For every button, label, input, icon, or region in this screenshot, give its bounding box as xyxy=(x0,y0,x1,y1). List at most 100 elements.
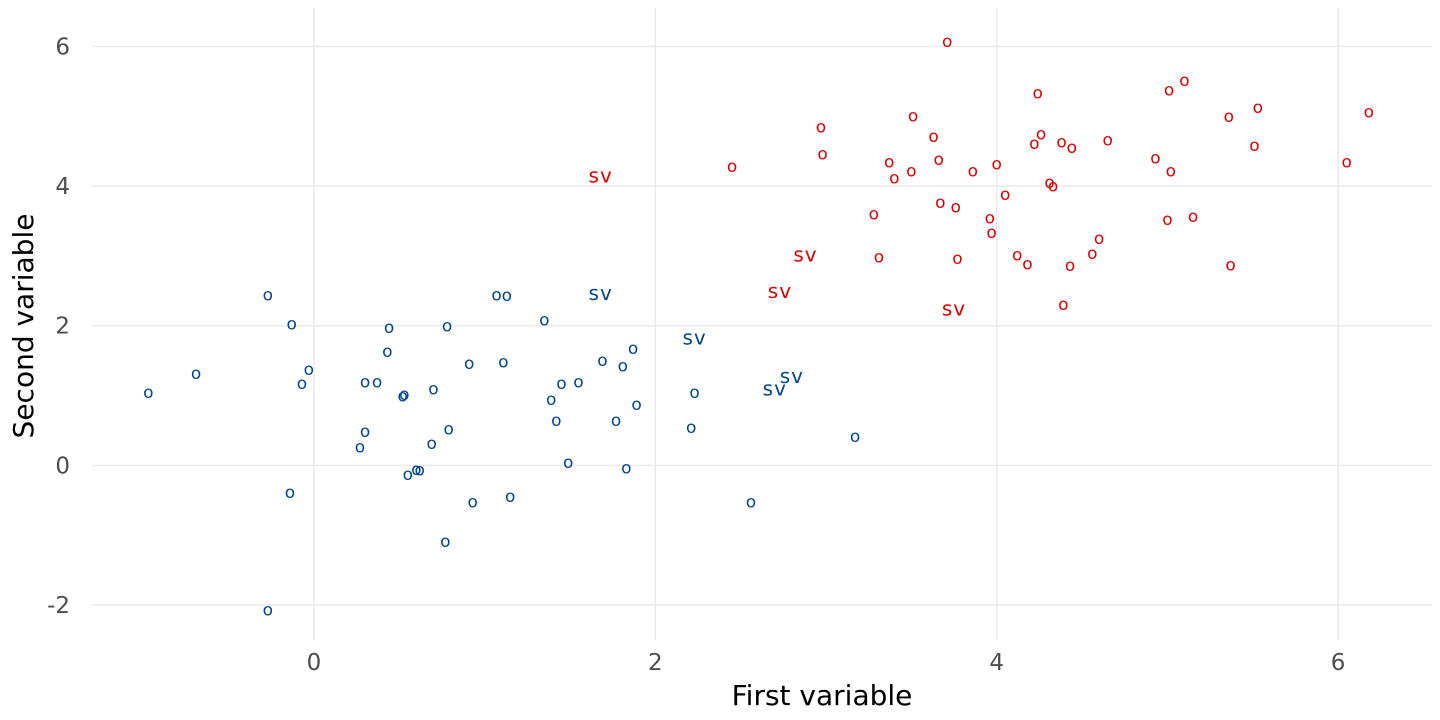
data-point: o xyxy=(1022,255,1032,275)
data-point: o xyxy=(191,364,201,384)
data-point: o xyxy=(1032,83,1042,103)
data-point: o xyxy=(1094,229,1104,249)
tick-labels: 0 2 4 6 -2 0 2 4 6 xyxy=(47,34,1345,676)
data-point: o xyxy=(1166,162,1176,182)
data-point: o xyxy=(935,193,945,213)
data-point: o xyxy=(551,411,561,431)
data-point: o xyxy=(143,383,153,403)
support-vector-point: sv xyxy=(763,377,787,401)
data-point: o xyxy=(611,411,621,431)
data-point: o xyxy=(1364,102,1374,122)
data-point: o xyxy=(442,317,452,337)
y-tick-label: 4 xyxy=(55,174,70,200)
grid xyxy=(92,8,1432,640)
data-point: o xyxy=(372,373,382,393)
data-point: o xyxy=(1224,107,1234,127)
data-point: o xyxy=(1164,81,1174,101)
data-point: o xyxy=(1048,176,1058,196)
data-point: o xyxy=(304,360,314,380)
data-point: o xyxy=(556,374,566,394)
data-point: o xyxy=(850,427,860,447)
data-point: o xyxy=(631,395,641,415)
data-point: o xyxy=(884,153,894,173)
support-vector-point: sv xyxy=(682,326,706,350)
data-point: o xyxy=(942,32,952,52)
data-point: o xyxy=(1056,132,1066,152)
data-point: o xyxy=(397,387,407,407)
data-point: o xyxy=(399,385,409,405)
data-point: o xyxy=(384,318,394,338)
data-point: o xyxy=(933,150,943,170)
data-point: o xyxy=(817,144,827,164)
data-point: o xyxy=(618,357,628,377)
x-tick-label: 0 xyxy=(307,650,322,676)
data-point: o xyxy=(467,493,477,513)
data-point: o xyxy=(360,373,370,393)
data-point: o xyxy=(360,422,370,442)
data-point: o xyxy=(1188,207,1198,227)
data-point: o xyxy=(1253,98,1263,118)
x-tick-label: 4 xyxy=(989,650,1004,676)
data-point: o xyxy=(546,390,556,410)
data-point: o xyxy=(746,493,756,513)
data-point: o xyxy=(1065,256,1075,276)
data-point: o xyxy=(491,285,501,305)
y-tick-label: 2 xyxy=(55,314,70,340)
data-point: o xyxy=(1044,173,1054,193)
data-point: o xyxy=(1179,71,1189,91)
support-vector-point: sv xyxy=(942,296,966,320)
data-point: o xyxy=(874,248,884,268)
data-point: o xyxy=(727,157,737,177)
data-point: o xyxy=(539,310,549,330)
data-point: o xyxy=(411,460,421,480)
y-tick-label: 6 xyxy=(55,34,70,60)
data-point: o xyxy=(628,339,638,359)
data-point: o xyxy=(502,286,512,306)
data-point: o xyxy=(1029,134,1039,154)
x-tick-label: 2 xyxy=(648,650,663,676)
data-point: o xyxy=(1102,130,1112,150)
data-point: o xyxy=(928,127,938,147)
data-point: o xyxy=(428,380,438,400)
data-point: o xyxy=(297,374,307,394)
support-vector-point: sv xyxy=(589,281,613,305)
data-point: o xyxy=(382,342,392,362)
data-point: o xyxy=(906,162,916,182)
data-point: o xyxy=(563,453,573,473)
data-point: o xyxy=(287,315,297,335)
data-point: o xyxy=(505,487,515,507)
data-point: o xyxy=(1036,125,1046,145)
y-tick-label: 0 xyxy=(55,453,70,479)
data-point: o xyxy=(1058,295,1068,315)
data-point: o xyxy=(415,461,425,481)
support-vector-point: sv xyxy=(793,243,817,267)
data-point: o xyxy=(951,197,961,217)
data-point: o xyxy=(1225,255,1235,275)
data-point: o xyxy=(355,438,365,458)
data-point: o xyxy=(597,351,607,371)
data-point: o xyxy=(908,107,918,127)
data-point: o xyxy=(1067,138,1077,158)
data-point: o xyxy=(952,249,962,269)
data-point: o xyxy=(444,419,454,439)
x-axis-title: First variable xyxy=(732,679,913,712)
data-point: o xyxy=(573,373,583,393)
data-point: o xyxy=(1341,153,1351,173)
data-point: o xyxy=(498,352,508,372)
data-point: o xyxy=(464,354,474,374)
data-point: o xyxy=(426,434,436,454)
data-point: o xyxy=(263,600,273,620)
data-point: o xyxy=(440,532,450,552)
data-point: o xyxy=(992,155,1002,175)
data-point: o xyxy=(1249,136,1259,156)
data-point: o xyxy=(985,209,995,229)
data-point: o xyxy=(686,418,696,438)
data-point: o xyxy=(403,465,413,485)
y-tick-label: -2 xyxy=(47,593,70,619)
data-point: o xyxy=(1087,244,1097,264)
data-point: o xyxy=(816,118,826,138)
data-point: o xyxy=(986,223,996,243)
